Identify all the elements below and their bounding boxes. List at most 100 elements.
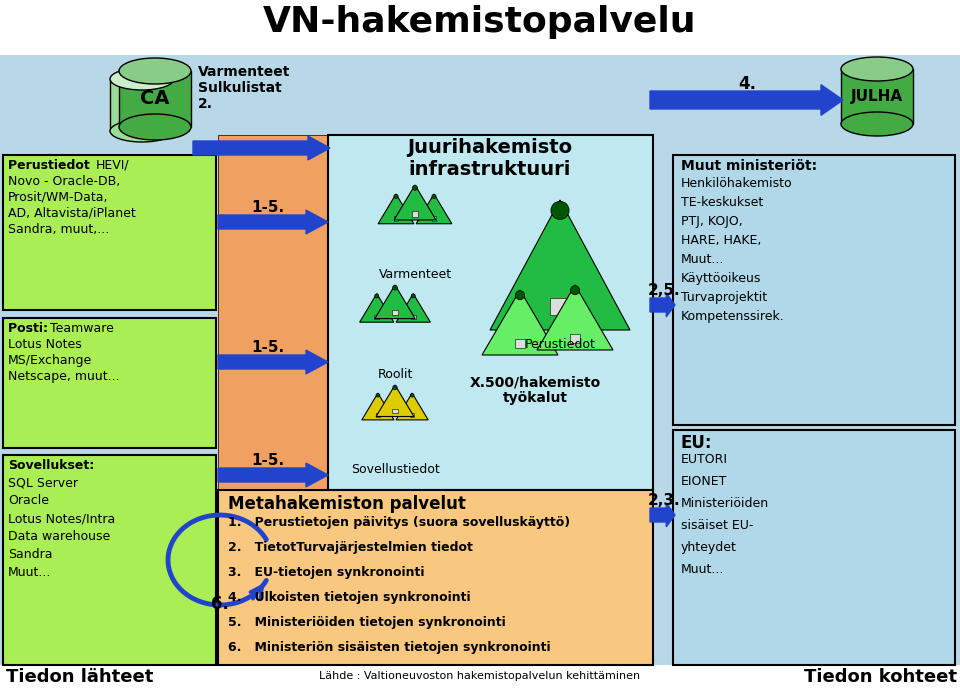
Text: 5.   Ministeriöiden tietojen synkronointi: 5. Ministeriöiden tietojen synkronointi — [228, 616, 506, 629]
Polygon shape — [374, 285, 415, 318]
Ellipse shape — [841, 57, 913, 81]
Text: CA: CA — [140, 89, 170, 108]
Text: X.500/hakemisto
työkalut: X.500/hakemisto työkalut — [469, 375, 601, 406]
Text: EIONET: EIONET — [681, 475, 728, 488]
Text: 3.   EU-tietojen synkronointi: 3. EU-tietojen synkronointi — [228, 566, 424, 579]
Bar — [3, 155, 216, 310]
Text: HEVI/: HEVI/ — [96, 159, 130, 172]
Text: TE-keskukset: TE-keskukset — [681, 196, 763, 209]
Bar — [393, 408, 397, 413]
Text: Posti:: Posti: — [8, 322, 53, 335]
Polygon shape — [376, 385, 414, 417]
Text: Varmenteet
Sulkulistat
2.: Varmenteet Sulkulistat 2. — [198, 65, 290, 112]
Ellipse shape — [110, 120, 174, 142]
Text: Prosit/WM-Data,: Prosit/WM-Data, — [8, 191, 108, 204]
Text: EUTORI: EUTORI — [681, 453, 728, 466]
Text: 1-5.: 1-5. — [252, 453, 284, 468]
Text: JULHA: JULHA — [851, 89, 903, 104]
Text: EU:: EU: — [681, 434, 712, 452]
Polygon shape — [490, 200, 630, 330]
Polygon shape — [650, 503, 675, 527]
Text: sisäiset EU-: sisäiset EU- — [681, 519, 754, 532]
Text: Kompetenssirek.: Kompetenssirek. — [681, 310, 784, 323]
Bar — [410, 413, 415, 417]
Text: Perustiedot: Perustiedot — [8, 159, 94, 172]
Text: Sovellustiedot: Sovellustiedot — [350, 463, 440, 476]
Polygon shape — [482, 290, 558, 355]
Polygon shape — [537, 285, 613, 350]
Text: Muut ministeriöt:: Muut ministeriöt: — [681, 159, 817, 173]
Text: 2.   TietotTurvajärjestelmien tiedot: 2. TietotTurvajärjestelmien tiedot — [228, 541, 473, 554]
Circle shape — [374, 294, 379, 298]
Text: Lotus Notes/Intra: Lotus Notes/Intra — [8, 512, 115, 525]
Text: Varmenteet: Varmenteet — [378, 268, 451, 281]
Circle shape — [570, 285, 580, 295]
Text: Netscape, muut...: Netscape, muut... — [8, 370, 120, 383]
Circle shape — [413, 186, 418, 191]
Ellipse shape — [110, 68, 174, 90]
Text: Muut...: Muut... — [681, 253, 725, 266]
Circle shape — [432, 194, 436, 198]
Polygon shape — [193, 136, 330, 160]
Text: 1.   Perustietojen päivitys (suora sovelluskäyttö): 1. Perustietojen päivitys (suora sovellu… — [228, 516, 570, 529]
Text: Tiedon kohteet: Tiedon kohteet — [804, 668, 956, 686]
Polygon shape — [650, 84, 843, 115]
Bar — [411, 315, 416, 320]
Text: Muut...: Muut... — [681, 563, 725, 576]
Bar — [550, 297, 570, 315]
Bar — [3, 455, 216, 665]
Polygon shape — [218, 463, 328, 487]
Text: Sandra, muut,...: Sandra, muut,... — [8, 223, 109, 236]
Text: 2,3.: 2,3. — [648, 493, 681, 508]
Text: yhteydet: yhteydet — [681, 541, 737, 554]
Text: 1-5.: 1-5. — [252, 200, 284, 215]
Polygon shape — [394, 185, 436, 220]
Text: 2,5.: 2,5. — [648, 283, 681, 298]
Polygon shape — [396, 294, 430, 322]
Polygon shape — [416, 194, 452, 224]
Text: Novo - Oracle-DB,: Novo - Oracle-DB, — [8, 175, 120, 188]
Text: 6.: 6. — [211, 595, 228, 613]
Bar — [393, 310, 397, 315]
Text: 4.: 4. — [738, 75, 756, 93]
Text: Sandra: Sandra — [8, 548, 53, 561]
Text: HARE, HAKE,: HARE, HAKE, — [681, 234, 761, 247]
Bar — [841, 69, 913, 124]
Text: Muut...: Muut... — [8, 566, 52, 579]
Text: PTJ, KOJO,: PTJ, KOJO, — [681, 215, 743, 228]
Text: Data warehouse: Data warehouse — [8, 530, 110, 543]
Circle shape — [394, 194, 398, 198]
Text: Juurihakemisto
infrastruktuuri: Juurihakemisto infrastruktuuri — [407, 138, 572, 179]
Ellipse shape — [119, 58, 191, 84]
Text: Henkilöhakemisto: Henkilöhakemisto — [681, 177, 793, 190]
Circle shape — [516, 290, 524, 299]
Text: Turvaprojektit: Turvaprojektit — [681, 291, 767, 304]
Bar — [673, 430, 955, 665]
Polygon shape — [360, 294, 394, 322]
Bar — [0, 55, 960, 665]
Bar — [431, 216, 437, 221]
Text: Teamware: Teamware — [50, 322, 114, 335]
Text: Perustiedot: Perustiedot — [524, 338, 595, 351]
Polygon shape — [396, 393, 428, 420]
Circle shape — [376, 394, 380, 397]
Ellipse shape — [119, 114, 191, 140]
Bar — [412, 211, 418, 216]
Text: Tiedon lähteet: Tiedon lähteet — [7, 668, 154, 686]
Bar — [110, 79, 174, 131]
Text: Sovellukset:: Sovellukset: — [8, 459, 94, 472]
Bar — [374, 315, 379, 320]
Circle shape — [393, 285, 397, 290]
Bar — [673, 155, 955, 425]
Text: 4.   Ulkoisten tietojen synkronointi: 4. Ulkoisten tietojen synkronointi — [228, 591, 470, 604]
Bar — [0, 0, 960, 55]
Text: VN-hakemistopalvelu: VN-hakemistopalvelu — [263, 5, 697, 39]
Text: 6.   Ministeriön sisäisten tietojen synkronointi: 6. Ministeriön sisäisten tietojen synkro… — [228, 641, 551, 654]
Circle shape — [393, 385, 397, 389]
Circle shape — [411, 294, 416, 298]
Ellipse shape — [841, 112, 913, 136]
Bar — [218, 135, 328, 625]
Text: Ministeriöiden: Ministeriöiden — [681, 497, 769, 510]
Text: 1-5.: 1-5. — [252, 340, 284, 355]
Bar — [3, 318, 216, 448]
